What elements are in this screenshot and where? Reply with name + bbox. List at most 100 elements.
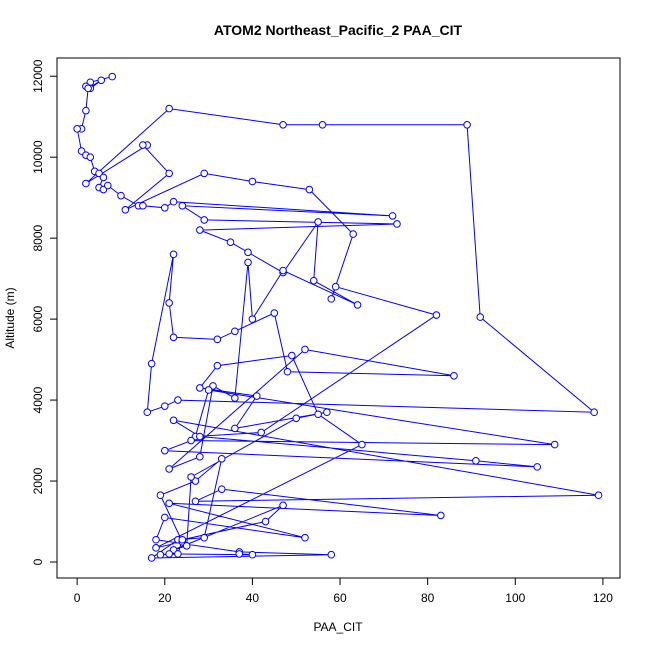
data-point (204, 386, 213, 394)
data-point (196, 384, 204, 392)
data-point (178, 535, 187, 544)
data-point (160, 402, 169, 410)
data-point (476, 313, 485, 321)
data-point (178, 201, 187, 210)
data-point (288, 351, 296, 360)
data-point (213, 335, 222, 344)
data-point (353, 301, 362, 309)
x-tick-label: 120 (593, 591, 613, 605)
data-point (174, 396, 182, 404)
data-point (147, 359, 156, 368)
data-point (82, 106, 90, 115)
data-point (213, 361, 222, 370)
data-point (165, 499, 173, 508)
data-point (121, 206, 130, 214)
data-point (82, 179, 90, 188)
data-point (200, 169, 209, 178)
data-point (182, 542, 191, 550)
data-point (73, 125, 81, 133)
data-point (279, 120, 287, 129)
data-point (314, 218, 322, 226)
data-point (248, 550, 257, 559)
data-point (327, 550, 336, 559)
data-point (323, 408, 331, 417)
data-point (174, 550, 182, 558)
x-tick-label: 80 (421, 591, 435, 605)
data-point (99, 173, 108, 182)
data-point (196, 452, 204, 461)
data-point (301, 533, 309, 542)
data-point (301, 345, 309, 354)
data-point (165, 169, 173, 178)
data-point (244, 258, 252, 267)
data-point (349, 230, 357, 238)
x-tick-label: 0 (74, 591, 81, 605)
data-point (226, 238, 235, 246)
data-point (235, 550, 244, 558)
data-point (318, 120, 327, 129)
data-point (292, 414, 301, 423)
data-point (169, 197, 178, 206)
data-point (169, 333, 178, 342)
x-tick-label: 40 (246, 591, 260, 605)
data-point (358, 440, 366, 449)
data-point (231, 394, 239, 402)
data-point (108, 72, 117, 81)
data-point (187, 436, 195, 445)
data-point (187, 473, 195, 481)
data-point (156, 491, 165, 500)
data-point (279, 501, 287, 510)
x-axis-label: PAA_CIT (313, 620, 363, 634)
data-point (393, 220, 401, 228)
data-point (169, 250, 178, 259)
data-point (165, 550, 173, 558)
chart-title: ATOM2 Northeast_Pacific_2 PAA_CIT (214, 22, 463, 38)
data-point (160, 513, 169, 522)
data-point (252, 392, 261, 400)
plot-frame (56, 57, 621, 579)
data-point (309, 276, 318, 285)
data-point (84, 84, 92, 93)
data-point (231, 327, 239, 336)
data-point (191, 497, 200, 506)
data-point (550, 440, 559, 449)
x-tick-label: 60 (333, 591, 347, 605)
y-tick-label: 8000 (31, 224, 45, 251)
data-point (217, 454, 226, 463)
data-point (147, 554, 156, 562)
data-point (533, 463, 541, 471)
data-point (97, 76, 106, 85)
data-point (327, 295, 336, 303)
data-point (283, 367, 292, 376)
data-point (450, 371, 458, 380)
data-point (257, 428, 265, 437)
data-point (152, 535, 160, 544)
data-point (152, 544, 160, 552)
data-point (248, 177, 257, 186)
data-point (463, 120, 471, 129)
y-tick-label: 2000 (31, 467, 45, 494)
data-point (217, 485, 226, 493)
data-point (270, 309, 279, 317)
y-tick-label: 6000 (31, 305, 45, 332)
x-tick-label: 20 (158, 591, 172, 605)
data-point (139, 141, 147, 149)
data-point (117, 191, 125, 200)
data-line (76, 76, 599, 559)
data-point (388, 212, 397, 220)
y-tick-label: 12000 (31, 59, 45, 93)
data-point (143, 408, 152, 417)
data-point (200, 216, 209, 224)
data-point (169, 416, 178, 425)
data-point (231, 424, 239, 433)
data-point (594, 491, 603, 500)
data-point (104, 181, 112, 190)
data-point (244, 248, 252, 257)
y-tick-label: 4000 (31, 386, 45, 413)
data-point (156, 550, 165, 559)
y-tick-label: 10000 (31, 140, 45, 174)
data-point (196, 226, 204, 234)
data-point (305, 185, 314, 194)
data-point (160, 446, 169, 455)
data-point (165, 465, 173, 473)
